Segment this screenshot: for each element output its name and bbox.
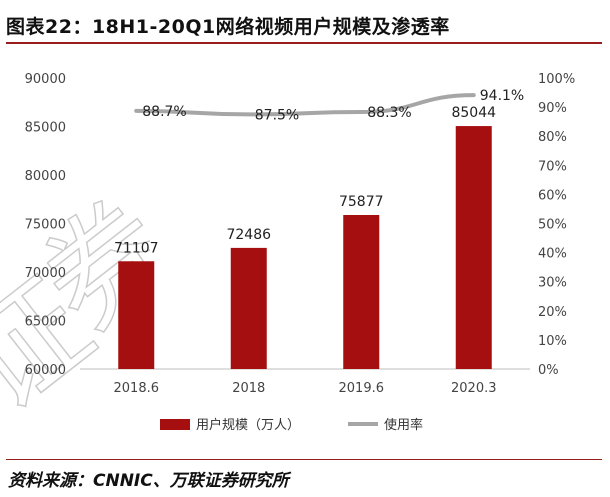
- bar-data-label: 71107: [114, 240, 159, 256]
- line-data-label: 88.7%: [142, 104, 186, 120]
- y2-tick-label: 50%: [538, 218, 567, 233]
- line-data-label: 87.5%: [255, 107, 299, 123]
- y2-tick-label: 20%: [538, 305, 567, 320]
- y2-tick-label: 10%: [538, 334, 567, 349]
- bar-data-label: 72486: [226, 227, 271, 243]
- y-tick-label: 65000: [25, 315, 66, 330]
- y-axis-right: 0% 10% 20% 30% 40% 50% 60% 70% 80% 90% 100%: [538, 72, 575, 378]
- y-tick-label: 70000: [25, 266, 66, 281]
- chart-title: 图表22：18H1-20Q1网络视频用户规模及渗透率: [6, 16, 450, 38]
- y2-tick-label: 70%: [538, 159, 567, 174]
- x-axis-ticks: 2018.6 2018 2019.6 2020.3: [114, 381, 497, 396]
- line-data-label: 88.3%: [367, 105, 411, 121]
- bar: [118, 261, 155, 369]
- y2-tick-label: 80%: [538, 130, 567, 145]
- x-tick-label: 2018.6: [114, 381, 160, 396]
- bar-series: 71107 72486 75877 85044: [114, 105, 496, 369]
- line-data-label: 94.1%: [480, 88, 524, 104]
- y2-tick-label: 60%: [538, 188, 567, 203]
- y-tick-label: 85000: [25, 121, 66, 136]
- y2-tick-label: 0%: [538, 363, 559, 378]
- footer-rule: [6, 459, 602, 460]
- y-tick-label: 80000: [25, 169, 66, 184]
- legend: 用户规模（万人） 使用率: [160, 417, 423, 433]
- legend-label-bar: 用户规模（万人）: [196, 417, 300, 433]
- y2-tick-label: 100%: [538, 72, 575, 87]
- usage-rate-line: [134, 93, 476, 117]
- bar-data-label: 75877: [339, 194, 384, 210]
- x-tick-label: 2019.6: [339, 381, 385, 396]
- y2-tick-label: 40%: [538, 247, 567, 262]
- y-tick-label: 60000: [25, 363, 66, 378]
- legend-swatch-bar: [160, 419, 190, 430]
- chart: 60000 65000 70000 75000 80000 85000 90000 0% 10…: [25, 72, 576, 433]
- bar: [343, 214, 380, 369]
- title-bar: 图表22：18H1-20Q1网络视频用户规模及渗透率: [6, 6, 602, 44]
- x-tick-label: 2020.3: [451, 381, 497, 396]
- y-axis-left: 60000 65000 70000 75000 80000 85000 90000: [25, 72, 66, 378]
- x-tick-label: 2018: [232, 381, 265, 396]
- legend-label-line: 使用率: [384, 417, 423, 433]
- y2-tick-label: 90%: [538, 101, 567, 116]
- bar: [455, 126, 492, 369]
- y2-tick-label: 30%: [538, 276, 567, 291]
- y-tick-label: 90000: [25, 72, 66, 87]
- y-tick-label: 75000: [25, 218, 66, 233]
- line-series: 88.7% 87.5% 88.3% 94.1%: [134, 88, 524, 123]
- bar: [230, 247, 267, 369]
- bar-data-label: 85044: [451, 105, 496, 121]
- source-note: 资料来源：CNNIC、万联证券研究所: [8, 471, 289, 491]
